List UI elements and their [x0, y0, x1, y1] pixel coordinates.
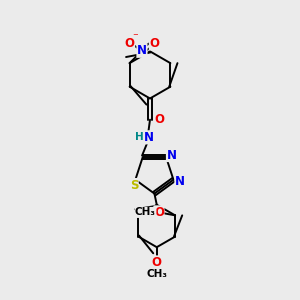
Text: S: S [130, 178, 138, 191]
Text: O: O [124, 37, 135, 50]
Text: $^-$: $^-$ [131, 32, 139, 43]
Text: N: N [167, 148, 176, 161]
Text: CH₃: CH₃ [146, 269, 167, 279]
Text: O: O [149, 37, 159, 50]
Text: O: O [154, 113, 164, 126]
Text: N: N [144, 131, 154, 144]
Text: O: O [152, 256, 162, 269]
Text: N: N [137, 44, 147, 57]
Text: O: O [154, 206, 164, 219]
Text: CH₃: CH₃ [135, 207, 156, 218]
Text: H: H [135, 132, 144, 142]
Text: N: N [175, 175, 185, 188]
